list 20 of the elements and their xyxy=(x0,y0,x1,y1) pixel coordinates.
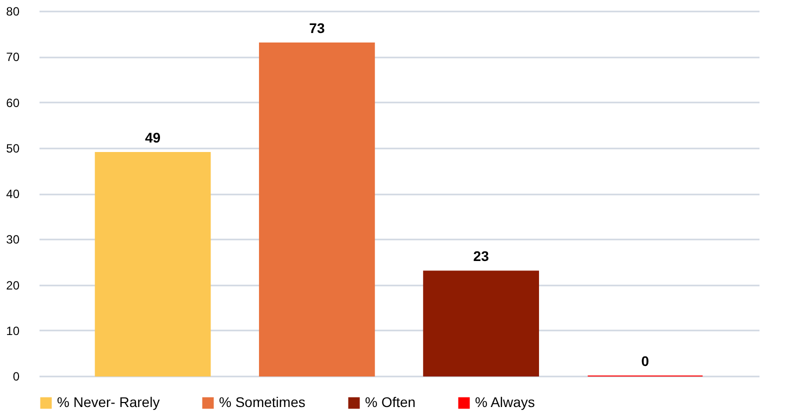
data-label: 0 xyxy=(641,353,650,369)
y-tick-label: 50 xyxy=(6,141,20,156)
data-label: 23 xyxy=(473,248,490,264)
y-tick-label: 10 xyxy=(6,324,20,338)
legend-label: % Often xyxy=(365,394,416,410)
y-tick-label: 40 xyxy=(6,187,20,201)
legend-label: % Never- Rarely xyxy=(57,394,160,410)
y-tick-label: 30 xyxy=(6,232,20,247)
data-label: 49 xyxy=(145,129,161,146)
legend-label: % Always xyxy=(475,394,535,410)
data-label: 73 xyxy=(309,20,325,36)
legend-label: % Sometimes xyxy=(219,394,306,410)
y-tick-label: 80 xyxy=(6,4,20,18)
y-tick-label: 70 xyxy=(6,50,20,64)
bar xyxy=(258,42,375,376)
y-tick-label: 20 xyxy=(6,278,20,292)
y-tick-label: 0 xyxy=(12,370,20,384)
bar xyxy=(94,152,211,376)
y-tick-label: 60 xyxy=(6,96,20,110)
bar xyxy=(423,270,540,376)
